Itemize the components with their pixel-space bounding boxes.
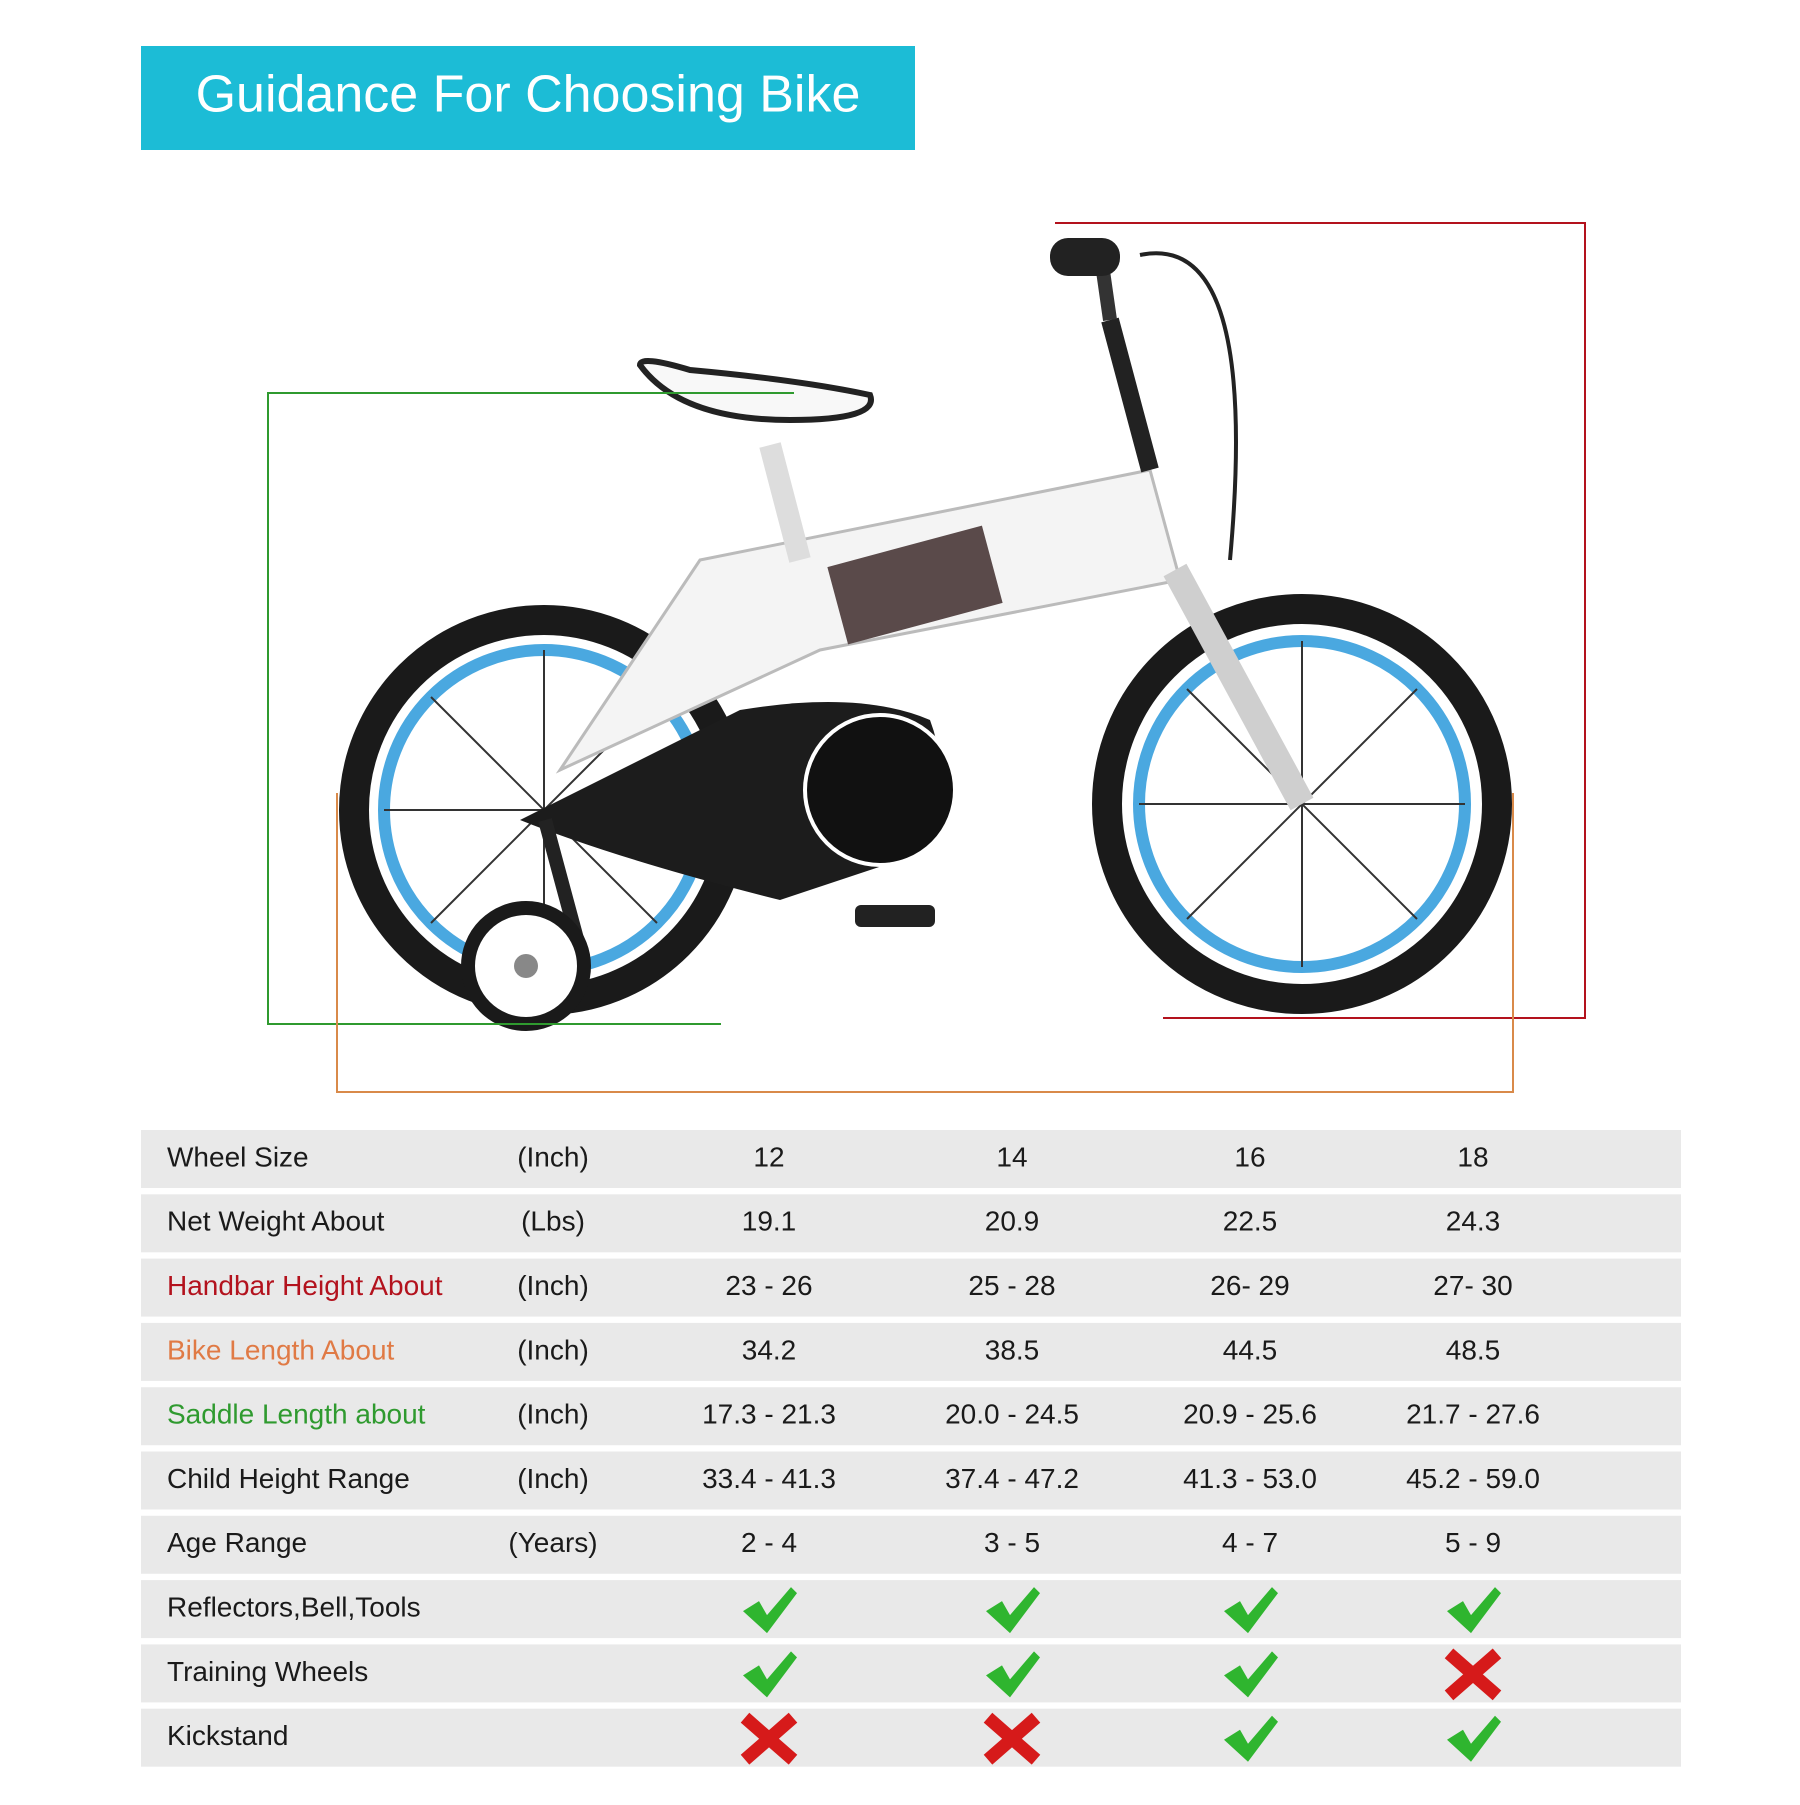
- row-label: Reflectors,Bell,Tools: [167, 1591, 421, 1622]
- row-unit: (Lbs): [521, 1206, 585, 1237]
- row-background: [141, 1451, 1681, 1510]
- row-label: Wheel Size: [167, 1141, 309, 1172]
- row-label: Handbar Height About: [167, 1270, 443, 1301]
- row-background: [141, 1258, 1681, 1317]
- row-label: Bike Length About: [167, 1334, 395, 1365]
- row-background: [141, 1515, 1681, 1574]
- row-unit: (Inch): [517, 1270, 589, 1301]
- row-value: 44.5: [1223, 1334, 1278, 1365]
- row-background: [141, 1130, 1681, 1188]
- table-row: Kickstand: [141, 1708, 1681, 1767]
- table-row: Reflectors,Bell,Tools: [141, 1580, 1681, 1639]
- row-value: 26- 29: [1210, 1270, 1289, 1301]
- check-icon: [1224, 1587, 1278, 1634]
- row-value: 14: [996, 1141, 1027, 1172]
- row-background: [141, 1387, 1681, 1446]
- row-value: 12: [753, 1141, 784, 1172]
- cross-icon: [1444, 1648, 1502, 1701]
- row-unit: (Years): [508, 1527, 597, 1558]
- row-value: 27- 30: [1433, 1270, 1512, 1301]
- bike-illustration: [339, 238, 1512, 1031]
- row-unit: (Inch): [517, 1399, 589, 1430]
- row-background: [141, 1644, 1681, 1703]
- row-value: 37.4 - 47.2: [945, 1463, 1079, 1494]
- row-value: 2 - 4: [741, 1527, 797, 1558]
- row-value: 25 - 28: [968, 1270, 1055, 1301]
- row-value: 23 - 26: [725, 1270, 812, 1301]
- row-value: 20.0 - 24.5: [945, 1399, 1079, 1430]
- cross-icon: [740, 1712, 798, 1765]
- row-background: [141, 1322, 1681, 1381]
- row-label: Saddle Length about: [167, 1399, 426, 1430]
- spec-table: Wheel Size (Inch) 12 14 16 18 Net Weight About…: [141, 1130, 1681, 1767]
- row-value: 17.3 - 21.3: [702, 1399, 836, 1430]
- row-label: Age Range: [167, 1527, 307, 1558]
- check-icon: [743, 1651, 797, 1698]
- row-value: 16: [1234, 1141, 1265, 1172]
- check-icon: [1447, 1587, 1501, 1634]
- row-value: 45.2 - 59.0: [1406, 1463, 1540, 1494]
- row-background: [141, 1708, 1681, 1767]
- title: Guidance For Choosing Bike: [196, 66, 861, 124]
- row-value: 18: [1457, 1141, 1488, 1172]
- check-icon: [986, 1651, 1040, 1698]
- dimension-lines: [267, 222, 1586, 1093]
- cross-icon: [983, 1712, 1041, 1765]
- row-label: Child Height Range: [167, 1463, 410, 1494]
- table-row: Age Range (Years) 2 - 4 3 - 5 4 - 7 5 - 9: [141, 1515, 1681, 1574]
- row-unit: (Inch): [517, 1141, 589, 1172]
- row-value: 33.4 - 41.3: [702, 1463, 836, 1494]
- row-label: Training Wheels: [167, 1656, 368, 1687]
- table-row: Handbar Height About (Inch) 23 - 26 25 - 28…: [141, 1258, 1681, 1317]
- table-row: Training Wheels: [141, 1644, 1681, 1703]
- row-value: 22.5: [1223, 1206, 1278, 1237]
- row-value: 41.3 - 53.0: [1183, 1463, 1317, 1494]
- check-icon: [1224, 1651, 1278, 1698]
- table-row: Wheel Size (Inch) 12 14 16 18: [141, 1130, 1681, 1188]
- row-unit: (Inch): [517, 1463, 589, 1494]
- row-unit: (Inch): [517, 1334, 589, 1365]
- row-value: 3 - 5: [984, 1527, 1040, 1558]
- row-value: 5 - 9: [1445, 1527, 1501, 1558]
- row-label: Kickstand: [167, 1720, 288, 1751]
- check-icon: [743, 1587, 797, 1634]
- table-row: Net Weight About (Lbs) 19.1 20.9 22.5 24.3: [141, 1194, 1681, 1253]
- table-row: Saddle Length about (Inch) 17.3 - 21.3 20.0…: [141, 1387, 1681, 1446]
- title-banner: [141, 46, 915, 150]
- row-value: 34.2: [742, 1334, 797, 1365]
- row-background: [141, 1194, 1681, 1253]
- row-label: Net Weight About: [167, 1206, 385, 1237]
- row-value: 48.5: [1446, 1334, 1501, 1365]
- row-background: [141, 1580, 1681, 1639]
- row-value: 24.3: [1446, 1206, 1501, 1237]
- table-row: Child Height Range (Inch) 33.4 - 41.3 37.4 …: [141, 1451, 1681, 1510]
- table-row: Bike Length About (Inch) 34.2 38.5 44.5 48.5: [141, 1322, 1681, 1381]
- row-value: 20.9 - 25.6: [1183, 1399, 1317, 1430]
- row-value: 4 - 7: [1222, 1527, 1278, 1558]
- check-icon: [1224, 1715, 1278, 1762]
- check-icon: [1447, 1715, 1501, 1762]
- row-value: 19.1: [742, 1206, 797, 1237]
- check-icon: [986, 1587, 1040, 1634]
- row-value: 20.9: [985, 1206, 1040, 1237]
- row-value: 38.5: [985, 1334, 1040, 1365]
- row-value: 21.7 - 27.6: [1406, 1399, 1540, 1430]
